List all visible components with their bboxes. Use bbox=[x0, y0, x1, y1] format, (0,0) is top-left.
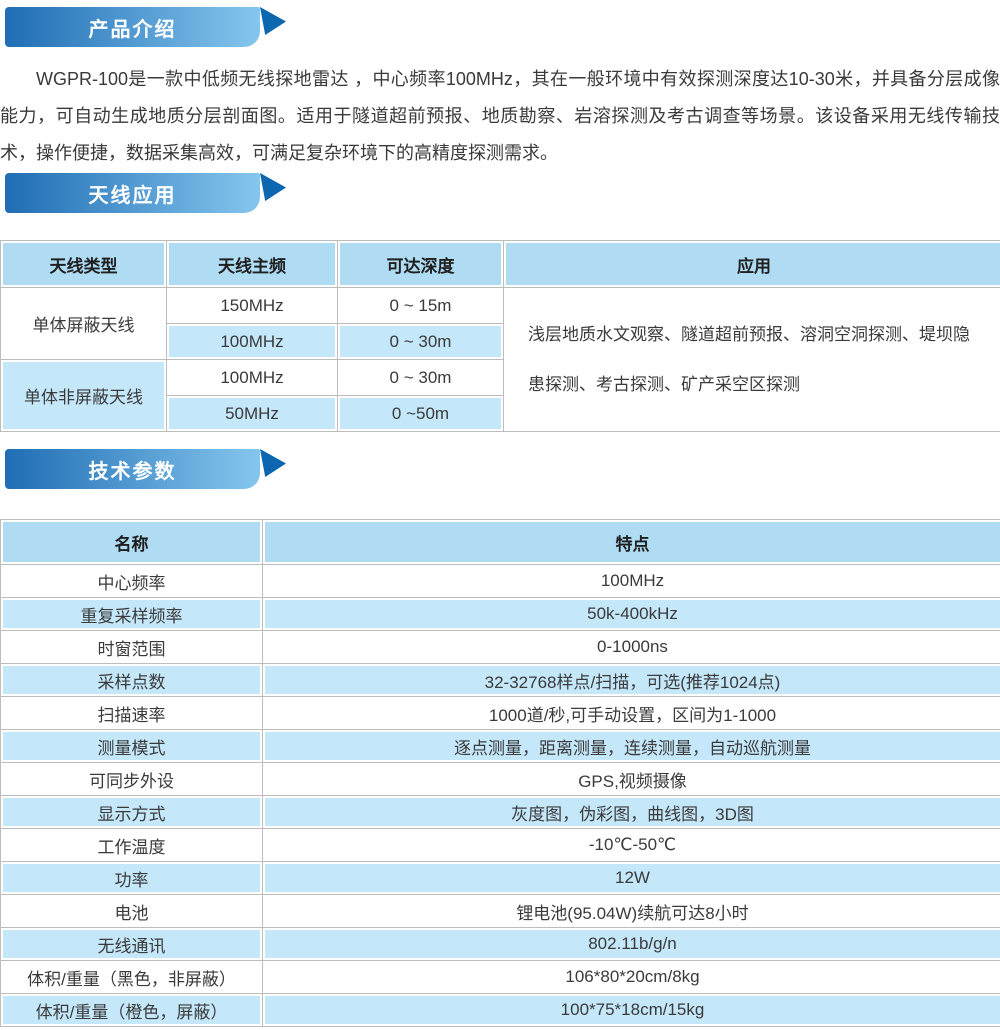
antenna-frequency-cell: 50MHz bbox=[167, 396, 337, 431]
spec-value-cell: 50k-400kHz bbox=[263, 598, 1000, 630]
spec-column-header: 名称 bbox=[1, 520, 262, 564]
antenna-application-table: 天线类型 天线主频 可达深度 应用 单体屏蔽天线 150MHz 0 ~ 15m 浅层地质水文… bbox=[0, 240, 1000, 432]
spec-table-row: 中心频率 100MHz bbox=[1, 565, 1000, 597]
antenna-column-header: 应用 bbox=[504, 241, 1000, 287]
spec-value-cell: 32-32768样点/扫描，可选(推荐1024点) bbox=[263, 664, 1000, 696]
antenna-table-row: 单体屏蔽天线 150MHz 0 ~ 15m 浅层地质水文观察、隧道超前预报、溶洞空洞探… bbox=[1, 288, 1000, 431]
ribbon-fold-icon bbox=[260, 7, 286, 35]
section-badge-antenna-application: 天线应用 bbox=[5, 173, 286, 213]
spec-name-cell: 采样点数 bbox=[1, 664, 262, 696]
antenna-frequency-cell: 100MHz bbox=[167, 324, 337, 359]
spec-value-cell: GPS,视频摄像 bbox=[263, 763, 1000, 795]
antenna-type-cell: 单体屏蔽天线 bbox=[1, 288, 166, 359]
spec-table-row: 电池 锂电池(95.04W)续航可达8小时 bbox=[1, 895, 1000, 927]
spec-name-cell: 显示方式 bbox=[1, 796, 262, 828]
spec-table-row: 无线通讯 802.11b/g/n bbox=[1, 928, 1000, 960]
spec-name-cell: 体积/重量（橙色，屏蔽） bbox=[1, 994, 262, 1026]
antenna-depth-cell: 0 ~50m bbox=[338, 396, 503, 431]
section-badge-tech-specs: 技术参数 bbox=[5, 449, 286, 489]
spec-table-row: 时窗范围 0-1000ns bbox=[1, 631, 1000, 663]
spec-name-cell: 无线通讯 bbox=[1, 928, 262, 960]
antenna-depth-cell: 0 ~ 30m bbox=[338, 324, 503, 359]
spec-value-cell: 灰度图，伪彩图，曲线图，3D图 bbox=[263, 796, 1000, 828]
spec-name-cell: 体积/重量（黑色，非屏蔽） bbox=[1, 961, 262, 993]
antenna-table-row: 50MHz 0 ~50m bbox=[1, 396, 1000, 431]
antenna-depth-cell: 0 ~ 15m bbox=[338, 288, 503, 323]
spec-name-cell: 功率 bbox=[1, 862, 262, 894]
antenna-frequency-cell: 150MHz bbox=[167, 288, 337, 323]
spec-name-cell: 电池 bbox=[1, 895, 262, 927]
spec-name-cell: 扫描速率 bbox=[1, 697, 262, 729]
spec-table-row: 重复采样频率 50k-400kHz bbox=[1, 598, 1000, 630]
antenna-column-header: 天线类型 bbox=[1, 241, 166, 287]
antenna-application-cell: 浅层地质水文观察、隧道超前预报、溶洞空洞探测、堤坝隐患探测、考古探测、矿产采空区… bbox=[504, 288, 1000, 431]
antenna-depth-cell: 0 ~ 30m bbox=[338, 360, 503, 395]
spec-name-cell: 工作温度 bbox=[1, 829, 262, 861]
antenna-type-cell: 单体非屏蔽天线 bbox=[1, 360, 166, 431]
spec-table-row: 显示方式 灰度图，伪彩图，曲线图，3D图 bbox=[1, 796, 1000, 828]
spec-value-cell: 100MHz bbox=[263, 565, 1000, 597]
antenna-column-header: 天线主频 bbox=[167, 241, 337, 287]
spec-name-cell: 可同步外设 bbox=[1, 763, 262, 795]
spec-value-cell: -10℃-50℃ bbox=[263, 829, 1000, 861]
spec-value-cell: 802.11b/g/n bbox=[263, 928, 1000, 960]
intro-paragraph: WGPR-100是一款中低频无线探地雷达 ，中心频率100MHz，其在一般环境中… bbox=[0, 69, 1000, 163]
spec-table-row: 体积/重量（橙色，屏蔽） 100*75*18cm/15kg bbox=[1, 994, 1000, 1026]
tech-spec-table: 名称 特点 中心频率 100MHz 重复采样频率 50k-400kHz 时窗范围 0-100… bbox=[0, 519, 1000, 1027]
spec-name-cell: 重复采样频率 bbox=[1, 598, 262, 630]
spec-name-cell: 测量模式 bbox=[1, 730, 262, 762]
ribbon-fold-icon bbox=[260, 173, 286, 201]
antenna-table-row: 单体非屏蔽天线 100MHz 0 ~ 30m bbox=[1, 360, 1000, 431]
section-title-antenna-application: 天线应用 bbox=[88, 184, 177, 207]
spec-name-cell: 时窗范围 bbox=[1, 631, 262, 663]
section-title-product-intro: 产品介绍 bbox=[88, 18, 177, 41]
spec-value-cell: 0-1000ns bbox=[263, 631, 1000, 663]
spec-table-row: 采样点数 32-32768样点/扫描，可选(推荐1024点) bbox=[1, 664, 1000, 696]
antenna-table-row: 100MHz 0 ~ 30m bbox=[1, 324, 1000, 359]
spec-table-row: 可同步外设 GPS,视频摄像 bbox=[1, 763, 1000, 795]
spec-table-row: 扫描速率 1000道/秒,可手动设置，区间为1-1000 bbox=[1, 697, 1000, 729]
spec-table-row: 体积/重量（黑色，非屏蔽） 106*80*20cm/8kg bbox=[1, 961, 1000, 993]
antenna-column-header: 可达深度 bbox=[338, 241, 503, 287]
spec-value-cell: 12W bbox=[263, 862, 1000, 894]
spec-table-header-row: 名称 特点 bbox=[1, 520, 1000, 564]
spec-name-cell: 中心频率 bbox=[1, 565, 262, 597]
antenna-frequency-cell: 100MHz bbox=[167, 360, 337, 395]
section-badge-product-intro: 产品介绍 bbox=[5, 7, 286, 47]
ribbon-fold-icon bbox=[260, 449, 286, 477]
spec-value-cell: 锂电池(95.04W)续航可达8小时 bbox=[263, 895, 1000, 927]
spec-value-cell: 106*80*20cm/8kg bbox=[263, 961, 1000, 993]
antenna-table-header-row: 天线类型 天线主频 可达深度 应用 bbox=[1, 241, 1000, 287]
spec-column-header: 特点 bbox=[263, 520, 1000, 564]
spec-value-cell: 100*75*18cm/15kg bbox=[263, 994, 1000, 1026]
spec-table-row: 功率 12W bbox=[1, 862, 1000, 894]
spec-value-cell: 1000道/秒,可手动设置，区间为1-1000 bbox=[263, 697, 1000, 729]
spec-table-row: 测量模式 逐点测量，距离测量，连续测量，自动巡航测量 bbox=[1, 730, 1000, 762]
section-title-tech-specs: 技术参数 bbox=[88, 460, 177, 483]
spec-value-cell: 逐点测量，距离测量，连续测量，自动巡航测量 bbox=[263, 730, 1000, 762]
spec-table-row: 工作温度 -10℃-50℃ bbox=[1, 829, 1000, 861]
